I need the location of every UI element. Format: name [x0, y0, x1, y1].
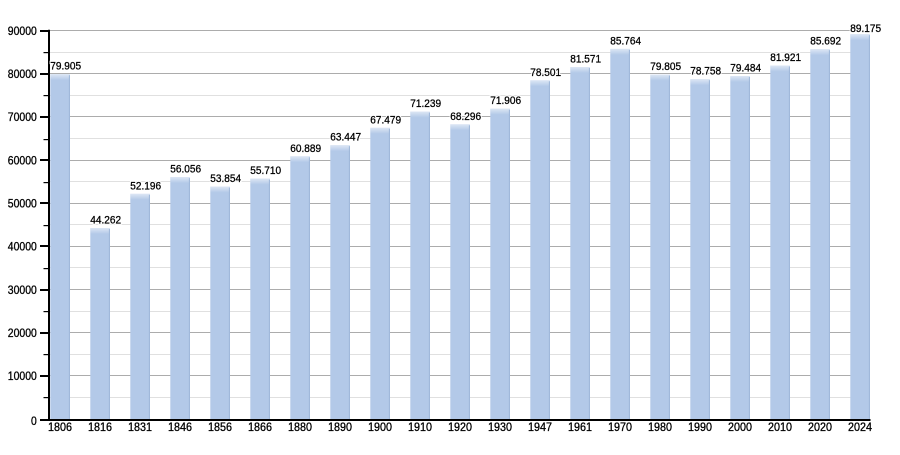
svg-text:67.479: 67.479 [370, 114, 401, 126]
svg-text:85.692: 85.692 [810, 36, 841, 48]
svg-text:1910: 1910 [408, 422, 432, 434]
svg-text:71.906: 71.906 [490, 95, 521, 107]
svg-text:90000: 90000 [8, 24, 37, 38]
svg-text:20000: 20000 [8, 326, 37, 340]
svg-text:60.889: 60.889 [290, 143, 321, 155]
svg-text:1990: 1990 [688, 422, 712, 434]
svg-text:79.805: 79.805 [650, 61, 681, 73]
svg-text:70000: 70000 [8, 110, 37, 124]
svg-text:1970: 1970 [608, 422, 632, 434]
svg-text:1856: 1856 [208, 422, 232, 434]
svg-text:1846: 1846 [168, 422, 192, 434]
svg-text:85.764: 85.764 [610, 35, 641, 47]
svg-text:71.906: 71.906 [490, 95, 521, 107]
svg-text:2000: 2000 [728, 422, 752, 434]
svg-text:53.854: 53.854 [210, 173, 241, 185]
svg-text:30000: 30000 [8, 283, 37, 297]
svg-text:60000: 60000 [8, 153, 37, 167]
svg-text:89.175: 89.175 [850, 23, 881, 35]
svg-text:79.905: 79.905 [50, 61, 81, 73]
svg-text:1816: 1816 [88, 422, 112, 434]
svg-text:55.710: 55.710 [250, 165, 281, 177]
svg-text:67.479: 67.479 [370, 114, 401, 126]
svg-text:1920: 1920 [448, 422, 472, 434]
svg-text:1890: 1890 [328, 422, 352, 434]
svg-text:63.447: 63.447 [330, 132, 361, 144]
svg-text:81.921: 81.921 [770, 52, 801, 64]
svg-text:52.196: 52.196 [130, 180, 161, 192]
svg-text:50000: 50000 [8, 197, 37, 211]
svg-text:79.484: 79.484 [730, 63, 761, 75]
svg-text:79.805: 79.805 [650, 61, 681, 73]
svg-text:81.921: 81.921 [770, 52, 801, 64]
svg-text:1980: 1980 [648, 422, 672, 434]
svg-text:81.571: 81.571 [570, 54, 601, 66]
svg-text:71.239: 71.239 [410, 98, 441, 110]
svg-text:80000: 80000 [8, 67, 37, 81]
svg-text:1900: 1900 [368, 422, 392, 434]
svg-text:71.239: 71.239 [410, 98, 441, 110]
svg-text:60.889: 60.889 [290, 143, 321, 155]
svg-text:79.484: 79.484 [730, 63, 761, 75]
svg-text:89.175: 89.175 [850, 23, 881, 35]
svg-text:81.571: 81.571 [570, 54, 601, 66]
svg-text:44.262: 44.262 [90, 215, 121, 227]
svg-text:56.056: 56.056 [170, 164, 201, 176]
svg-text:1961: 1961 [568, 422, 592, 434]
svg-text:2010: 2010 [768, 422, 792, 434]
svg-text:53.854: 53.854 [210, 173, 241, 185]
svg-text:2024: 2024 [848, 422, 873, 434]
svg-text:78.501: 78.501 [530, 67, 561, 79]
svg-text:56.056: 56.056 [170, 164, 201, 176]
svg-text:78.758: 78.758 [690, 66, 721, 78]
svg-text:78.501: 78.501 [530, 67, 561, 79]
svg-text:52.196: 52.196 [130, 180, 161, 192]
svg-text:10000: 10000 [8, 369, 37, 383]
svg-text:85.692: 85.692 [810, 36, 841, 48]
svg-text:40000: 40000 [8, 240, 37, 254]
svg-text:0: 0 [31, 414, 37, 428]
svg-text:1866: 1866 [248, 422, 272, 434]
svg-text:79.905: 79.905 [50, 61, 81, 73]
svg-text:1930: 1930 [488, 422, 512, 434]
svg-text:1831: 1831 [128, 422, 152, 434]
svg-text:68.296: 68.296 [450, 111, 481, 123]
svg-text:85.764: 85.764 [610, 35, 641, 47]
svg-text:1806: 1806 [48, 422, 72, 434]
svg-text:2020: 2020 [808, 422, 832, 434]
svg-text:1947: 1947 [528, 422, 552, 434]
svg-text:78.758: 78.758 [690, 66, 721, 78]
svg-text:1880: 1880 [288, 422, 312, 434]
svg-text:55.710: 55.710 [250, 165, 281, 177]
svg-text:44.262: 44.262 [90, 215, 121, 227]
svg-text:68.296: 68.296 [450, 111, 481, 123]
svg-text:63.447: 63.447 [330, 132, 361, 144]
